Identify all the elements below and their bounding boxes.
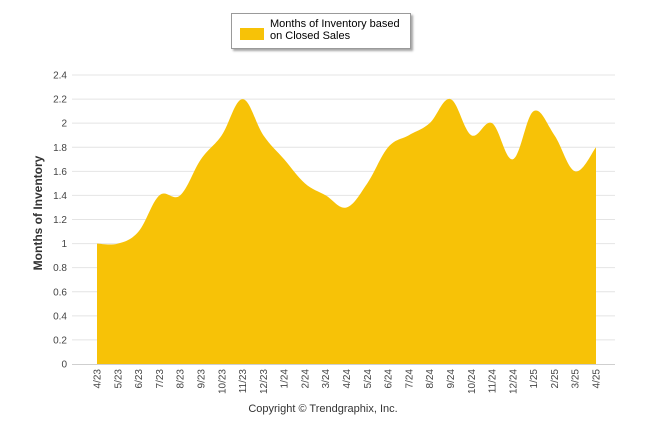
inventory-area [97,98,596,364]
y-tick-label: 0.6 [53,287,67,298]
y-tick-label: 1 [61,239,67,250]
x-tick-label: 2/24 [300,369,311,389]
x-tick-label: 8/24 [425,369,436,389]
copyright: Copyright © Trendgraphix, Inc. [248,403,398,415]
legend: Months of Inventory based on Closed Sale… [231,13,411,49]
y-tick-label: 1.6 [53,167,67,178]
y-tick-label: 0.4 [53,311,67,322]
y-tick-label: 0.8 [53,263,67,274]
x-tick-label: 1/25 [529,369,540,389]
y-tick-label: 0.2 [53,335,67,346]
y-tick-label: 1.8 [53,143,67,154]
y-tick-label: 2 [61,119,67,130]
x-tick-label: 12/23 [259,369,270,394]
x-tick-label: 6/23 [134,369,145,389]
y-tick-label: 1.4 [53,191,67,202]
x-tick-labels: 4/23 5/23 6/23 7/23 8/23 9/23 10/23 11/23 12/23 1… [93,369,603,394]
x-tick-label: 8/23 [176,369,187,389]
x-tick-label: 6/24 [384,369,395,389]
y-tick-label: 2.4 [53,71,67,82]
x-tick-label: 5/24 [363,369,374,389]
x-tick-label: 10/23 [217,369,228,394]
x-tick-label: 7/23 [155,369,166,389]
y-tick-label: 1.2 [53,215,67,226]
x-tick-label: 9/24 [446,369,457,389]
legend-label: Months of Inventory based on Closed Sale… [270,18,400,42]
y-tick-label: 0 [61,360,67,371]
x-tick-label: 5/23 [113,369,124,389]
x-tick-label: 4/24 [342,369,353,389]
x-tick-label: 4/23 [93,369,104,389]
x-tick-label: 11/24 [488,369,499,394]
x-tick-label: 3/24 [321,369,332,389]
x-tick-label: 3/25 [571,369,582,389]
y-axis-label: Months of Inventory [31,155,45,270]
legend-swatch [240,28,264,40]
y-tick-labels: 0 0.2 0.4 0.6 0.8 1 1.2 1.4 1.6 1.8 2 2.2 2.4 [53,71,67,371]
x-tick-label: 10/24 [467,369,478,394]
x-tick-label: 12/24 [508,369,519,394]
x-tick-label: 7/24 [404,369,415,389]
y-tick-label: 2.2 [53,95,67,106]
x-tick-label: 4/25 [592,369,603,389]
x-tick-label: 2/25 [550,369,561,389]
x-tick-label: 1/24 [280,369,291,389]
x-tick-label: 9/23 [196,369,207,389]
x-tick-label: 11/23 [238,369,249,394]
